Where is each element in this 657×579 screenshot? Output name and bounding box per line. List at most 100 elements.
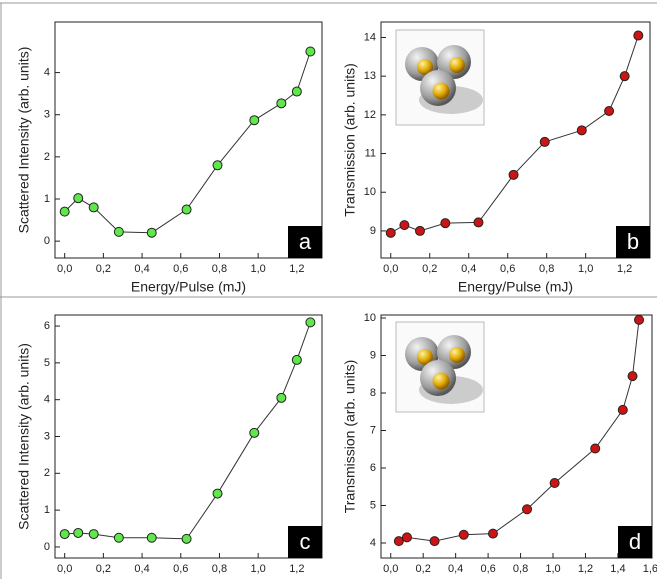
data-point xyxy=(291,86,302,97)
panel-label-box xyxy=(288,526,322,558)
y-tick-label: 4 xyxy=(370,537,376,549)
x-tick-label: 0,8 xyxy=(513,563,528,575)
data-point xyxy=(113,226,124,237)
data-point xyxy=(146,227,157,238)
data-point xyxy=(429,536,440,547)
x-tick-label: 0,8 xyxy=(539,263,554,275)
x-tick-label: 0,2 xyxy=(422,263,437,275)
x-tick-label: 1,2 xyxy=(289,263,304,275)
data-point xyxy=(181,204,192,215)
x-tick-label: 0,4 xyxy=(461,263,476,275)
y-tick-label: 2 xyxy=(44,467,50,479)
inset-image xyxy=(395,29,485,126)
data-point xyxy=(604,105,615,116)
x-tick-label: 0,6 xyxy=(173,563,188,575)
data-point xyxy=(440,218,451,229)
data-point xyxy=(549,478,560,488)
plot-frame xyxy=(54,21,323,259)
y-tick-label: 11 xyxy=(365,147,376,159)
x-tick-label: 0,0 xyxy=(57,263,72,275)
x-tick-label: 0,4 xyxy=(448,563,463,575)
x-tick-label: 0,6 xyxy=(500,263,515,275)
data-point xyxy=(291,354,302,365)
data-point xyxy=(487,528,498,539)
data-point xyxy=(181,533,192,544)
plot-frame xyxy=(380,21,651,259)
data-point xyxy=(249,115,260,126)
data-point xyxy=(249,427,260,438)
data-line xyxy=(64,322,311,540)
x-tick-label: 0,6 xyxy=(173,263,188,275)
data-point xyxy=(73,527,84,538)
data-point xyxy=(508,169,519,180)
y-tick-label: 9 xyxy=(370,349,376,361)
x-tick-label: 1,0 xyxy=(251,263,266,275)
x-tick-label: 1,0 xyxy=(545,563,560,575)
x-tick-label: 0,2 xyxy=(416,563,431,575)
y-tick-label: 10 xyxy=(364,312,376,324)
x-tick-label: 0,4 xyxy=(134,563,149,575)
plot-frame xyxy=(380,314,653,559)
y-tick-label: 9 xyxy=(370,225,376,237)
x-tick-label: 1,0 xyxy=(251,563,266,575)
data-point xyxy=(634,314,645,325)
x-tick-label: 0,4 xyxy=(134,263,149,275)
data-point xyxy=(88,529,99,540)
x-tick-label: 0,2 xyxy=(96,263,111,275)
y-tick-label: 2 xyxy=(44,151,50,163)
y-axis-label: Scattered Intensity (arb. units) xyxy=(16,343,32,530)
data-point xyxy=(73,193,84,204)
data-point xyxy=(576,125,587,136)
data-point xyxy=(401,532,412,543)
y-tick-label: 4 xyxy=(44,66,50,78)
x-tick-label: 1,2 xyxy=(289,563,304,575)
inset-image xyxy=(395,321,485,413)
y-tick-label: 7 xyxy=(370,424,376,436)
data-point xyxy=(146,532,157,543)
y-tick-label: 14 xyxy=(364,31,376,43)
y-tick-label: 0 xyxy=(44,235,50,247)
x-tick-label: 1,6 xyxy=(643,563,657,575)
x-tick-label: 1,4 xyxy=(610,563,625,575)
y-tick-label: 0 xyxy=(44,541,50,553)
data-point xyxy=(458,529,469,540)
y-tick-label: 1 xyxy=(44,504,50,516)
data-point xyxy=(88,202,99,213)
y-tick-label: 6 xyxy=(44,320,50,332)
panel-label: a xyxy=(299,229,312,254)
data-point xyxy=(522,504,533,515)
x-tick-label: 0,8 xyxy=(212,263,227,275)
data-point xyxy=(399,220,410,231)
data-point xyxy=(212,160,223,171)
x-tick-label: 1,2 xyxy=(578,563,593,575)
x-tick-label: 0,8 xyxy=(212,563,227,575)
y-tick-label: 6 xyxy=(370,462,376,474)
x-tick-label: 1,0 xyxy=(578,263,593,275)
x-tick-label: 0,0 xyxy=(383,263,398,275)
data-point xyxy=(617,404,628,415)
data-point xyxy=(305,317,316,328)
x-tick-label: 1,2 xyxy=(617,263,632,275)
data-point xyxy=(539,136,550,147)
data-point xyxy=(633,30,644,41)
y-tick-label: 3 xyxy=(44,430,50,442)
x-axis-label: Energy/Pulse (mJ) xyxy=(131,279,246,295)
y-axis-label: Scattered Intensity (arb. units) xyxy=(16,47,32,234)
panel-label: c xyxy=(300,529,311,554)
y-tick-label: 12 xyxy=(364,109,376,121)
y-tick-label: 5 xyxy=(44,357,50,369)
data-point xyxy=(473,217,484,228)
x-tick-label: 0,2 xyxy=(96,563,111,575)
panel-label: b xyxy=(627,229,639,254)
data-point xyxy=(627,371,638,382)
data-point xyxy=(212,488,223,499)
data-point xyxy=(59,206,70,217)
panel-label-box xyxy=(616,226,650,258)
y-tick-label: 5 xyxy=(370,499,376,511)
x-tick-label: 0,6 xyxy=(480,563,495,575)
y-tick-label: 13 xyxy=(364,70,376,82)
data-point xyxy=(385,227,396,238)
y-axis-label: Transmission (arb. units) xyxy=(342,63,358,217)
y-tick-label: 4 xyxy=(44,394,50,406)
